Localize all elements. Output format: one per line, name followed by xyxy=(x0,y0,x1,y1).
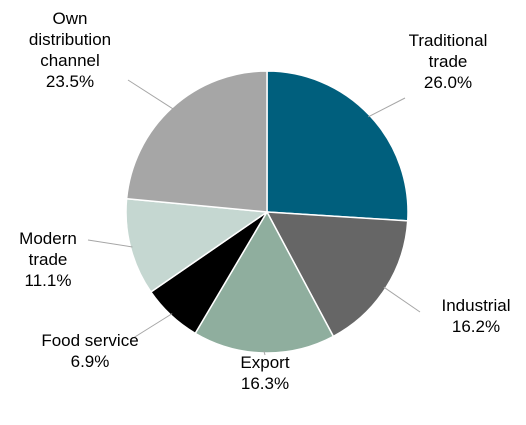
pie-slice xyxy=(125,197,270,294)
category-label: Modern trade xyxy=(19,229,77,269)
category-label: Export xyxy=(240,353,290,372)
leader-line xyxy=(127,79,174,110)
pie-slice xyxy=(266,70,409,222)
pie-slice xyxy=(194,210,335,354)
value-label: 11.1% xyxy=(24,271,72,290)
leader-line xyxy=(263,350,266,356)
leader-line xyxy=(129,313,173,341)
slice-label: Own distribution channel 23.5% xyxy=(20,8,120,92)
category-label: Food service xyxy=(41,331,139,350)
category-label: Traditional trade xyxy=(408,31,488,71)
slice-label: Traditional trade 26.0% xyxy=(398,30,498,93)
leader-line xyxy=(87,239,133,248)
slice-label: Modern trade 11.1% xyxy=(8,228,88,291)
value-label: 23.5% xyxy=(45,72,95,91)
value-label: 16.2% xyxy=(451,317,501,336)
leader-line xyxy=(383,286,421,313)
value-label: 26.0% xyxy=(423,73,473,92)
leader-line xyxy=(368,97,406,118)
slice-label: Industrial 16.2% xyxy=(426,295,526,337)
pie-slice xyxy=(125,70,268,213)
category-label: Own distribution channel xyxy=(28,9,112,70)
category-label: Industrial xyxy=(441,296,511,315)
value-label: 16.3% xyxy=(240,374,290,393)
slice-label: Export 16.3% xyxy=(215,352,315,394)
value-label: 6.9% xyxy=(70,352,110,371)
slice-label: Food service 6.9% xyxy=(20,330,160,372)
